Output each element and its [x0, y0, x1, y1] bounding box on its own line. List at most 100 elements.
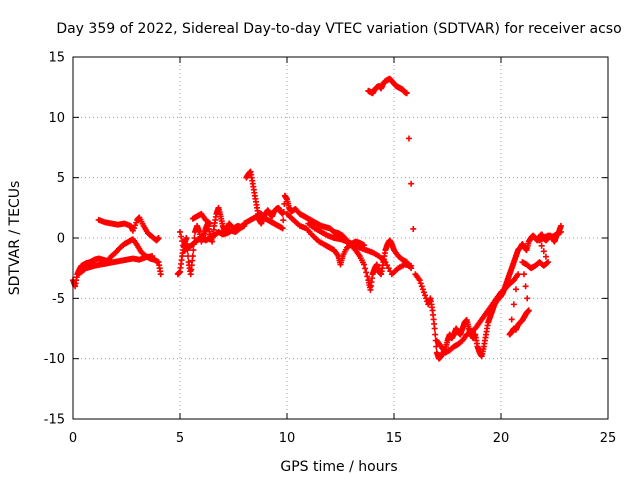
- sdtvar-point: [377, 254, 381, 258]
- sdtvar-point: [371, 251, 374, 254]
- y-tick-label: 0: [57, 232, 65, 247]
- sdtvar-point: [377, 270, 381, 274]
- sdtvar-point: [548, 234, 552, 237]
- sdtvar-point: [176, 272, 180, 276]
- sdtvar-point: [535, 239, 539, 242]
- sdtvar-point: [80, 270, 83, 274]
- sdtvar-point: [422, 290, 426, 294]
- sdtvar-point: [465, 318, 469, 322]
- sdtvar-point: [529, 266, 533, 270]
- sdtvar-point: [388, 239, 392, 242]
- sdtvar-point: [366, 89, 370, 93]
- sdtvar-point: [135, 218, 139, 222]
- sdtvar-point: [247, 219, 250, 223]
- sdtvar-point: [486, 321, 490, 324]
- sdtvar-point: [182, 242, 186, 246]
- sdtvar-point: [473, 333, 477, 336]
- sdtvar-point: [206, 222, 210, 225]
- sdtvar-point: [328, 226, 332, 230]
- sdtvar-point: [341, 254, 345, 258]
- sdtvar-point: [202, 234, 205, 237]
- sdtvar-point: [503, 287, 507, 291]
- sdtvar-point: [482, 345, 486, 348]
- sdtvar-point: [358, 241, 362, 245]
- sdtvar-point: [433, 327, 437, 330]
- sdtvar-point: [392, 248, 396, 252]
- sdtvar-point: [150, 254, 154, 258]
- sdtvar-point: [518, 321, 522, 324]
- sdtvar-point: [93, 264, 96, 268]
- y-tick-label: 15: [48, 51, 65, 66]
- x-axis-label: GPS time / hours: [280, 459, 397, 475]
- sdtvar-point: [488, 315, 492, 318]
- y-tick-label: -15: [44, 413, 65, 428]
- sdtvar-point: [437, 357, 441, 361]
- sdtvar-point: [122, 242, 126, 246]
- sdtvar-point: [208, 236, 212, 240]
- sdtvar-point: [253, 194, 257, 198]
- sdtvar-point: [527, 240, 531, 244]
- sdtvar-point: [476, 345, 479, 348]
- sdtvar-point: [221, 224, 225, 228]
- sdtvar-point: [247, 172, 250, 176]
- sdtvar-point: [521, 318, 524, 322]
- sdtvar-point: [381, 82, 385, 85]
- sdtvar-point: [546, 260, 550, 264]
- sdtvar-point: [238, 226, 242, 230]
- sdtvar-point: [362, 263, 366, 266]
- sdtvar-point: [212, 224, 216, 228]
- sdtvar-point: [452, 345, 456, 348]
- sdtvar-point: [125, 258, 128, 262]
- sdtvar-point: [178, 270, 182, 274]
- sdtvar-point: [272, 210, 276, 213]
- sdtvar-point: [225, 231, 229, 235]
- sdtvar-point: [461, 339, 464, 342]
- sdtvar-point: [97, 218, 101, 222]
- sdtvar-point: [521, 242, 524, 246]
- sdtvar-point: [298, 224, 302, 228]
- sdtvar-point: [270, 214, 274, 218]
- sdtvar-point: [516, 248, 520, 252]
- sdtvar-point: [336, 231, 340, 235]
- sdtvar-point: [287, 206, 291, 210]
- sdtvar-point: [369, 288, 372, 292]
- sdtvar-point: [521, 260, 524, 264]
- sdtvar-point: [210, 240, 214, 244]
- sdtvar-point: [114, 251, 118, 254]
- sdtvar-point: [529, 236, 533, 240]
- sdtvar-point: [508, 272, 511, 276]
- sdtvar-point: [390, 272, 394, 276]
- sdtvar-point: [375, 85, 379, 89]
- sdtvar-point: [277, 224, 280, 228]
- sdtvar-point: [403, 263, 407, 266]
- sdtvar-point: [358, 254, 362, 258]
- sdtvar-point: [388, 77, 392, 81]
- sdtvar-point: [73, 284, 77, 288]
- sdtvar-point: [195, 214, 199, 218]
- sdtvar-point: [491, 309, 494, 312]
- sdtvar-point: [366, 278, 370, 282]
- sdtvar-point: [401, 88, 404, 91]
- sdtvar-point: [328, 246, 332, 250]
- sdtvar-point: [127, 240, 131, 244]
- sdtvar-point: [495, 296, 499, 300]
- sdtvar-point: [225, 226, 229, 230]
- sdtvar-point: [187, 260, 190, 264]
- sdtvar-point: [159, 272, 163, 276]
- sdtvar-point: [467, 327, 471, 330]
- sdtvar-point: [540, 232, 544, 236]
- sdtvar-point: [525, 248, 529, 252]
- x-tick-label: 10: [279, 431, 296, 446]
- sdtvar-point: [281, 226, 285, 230]
- sdtvar-point: [191, 254, 195, 258]
- sdtvar-point: [463, 321, 467, 324]
- sdtvar-point: [140, 251, 143, 254]
- sdtvar-point: [268, 212, 272, 216]
- sdtvar-point: [185, 236, 188, 240]
- sdtvar-point: [559, 224, 563, 228]
- sdtvar-point: [200, 236, 203, 240]
- sdtvar-point: [155, 239, 158, 242]
- sdtvar-point: [78, 267, 81, 271]
- sdtvar-point: [523, 315, 526, 318]
- sdtvar-point: [409, 264, 413, 268]
